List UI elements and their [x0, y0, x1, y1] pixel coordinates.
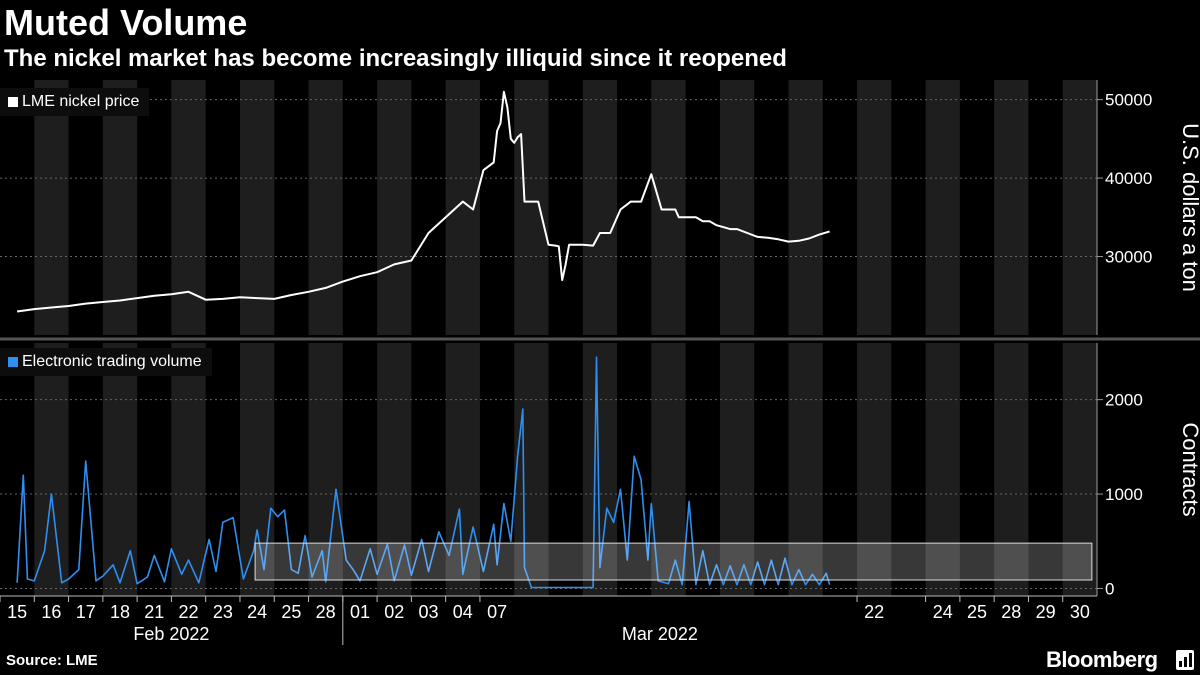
- day-band: [239, 343, 275, 596]
- day-band: [857, 343, 892, 596]
- source-note: Source: LME: [6, 652, 98, 669]
- day-band: [171, 343, 206, 596]
- x-tick-label: 01: [350, 602, 370, 622]
- legend-price-swatch: [8, 97, 18, 107]
- y-tick-label: 30000: [1105, 248, 1152, 267]
- day-band: [651, 80, 686, 335]
- day-band: [239, 80, 275, 335]
- x-tick-label: 22: [179, 602, 199, 622]
- day-band: [102, 80, 138, 335]
- day-band: [719, 343, 755, 596]
- series-layer: [16, 90, 1093, 589]
- day-band: [719, 80, 755, 335]
- y-tick-label: 0: [1105, 579, 1114, 598]
- x-group-label: Mar 2022: [622, 624, 698, 644]
- x-group-label: Feb 2022: [133, 624, 209, 644]
- x-tick-label: 28: [1001, 602, 1021, 622]
- day-band: [514, 80, 549, 335]
- x-tick-label: 29: [1036, 602, 1056, 622]
- legend-price: LME nickel price: [0, 88, 150, 116]
- legend-price-label: LME nickel price: [22, 93, 140, 110]
- legend-volume-label: Electronic trading volume: [22, 353, 202, 370]
- day-band: [788, 80, 823, 335]
- x-tick-label: 28: [316, 602, 336, 622]
- x-tick-label: 23: [213, 602, 233, 622]
- day-band: [308, 80, 343, 335]
- brand-badge-icon: [1176, 650, 1194, 670]
- day-band: [651, 343, 686, 596]
- day-band: [377, 80, 412, 335]
- x-tick-label: 22: [864, 602, 884, 622]
- y-tick-label: 2000: [1105, 391, 1143, 410]
- day-band: [994, 343, 1029, 596]
- x-tick-label: 24: [247, 602, 267, 622]
- x-tick-label: 21: [144, 602, 164, 622]
- legend-volume-swatch: [8, 357, 18, 367]
- y-tick-label: 40000: [1105, 169, 1152, 188]
- x-tick-label: 03: [419, 602, 439, 622]
- day-band: [925, 80, 960, 335]
- nickel-chart: 30000 40000 50000 U.S. dollars a ton 0 1000 20…: [0, 80, 1200, 645]
- x-tick-label: 16: [41, 602, 61, 622]
- day-band: [1062, 80, 1097, 335]
- chart-subtitle: The nickel market has become increasingl…: [4, 45, 787, 72]
- day-band: [377, 343, 412, 596]
- legend-volume: Electronic trading volume: [0, 348, 212, 376]
- day-band: [994, 80, 1029, 335]
- y-axis-title: U.S. dollars a ton: [1178, 123, 1200, 292]
- x-tick-label: 07: [487, 602, 507, 622]
- x-tick-label: 17: [76, 602, 96, 622]
- axes-layer: 30000 40000 50000 U.S. dollars a ton 0 1000 20…: [0, 80, 1200, 645]
- day-band: [857, 80, 892, 335]
- x-tick-label: 18: [110, 602, 130, 622]
- day-band: [445, 80, 480, 335]
- day-band: [34, 80, 69, 335]
- x-tick-label: 30: [1070, 602, 1090, 622]
- x-tick-label: 04: [453, 602, 473, 622]
- day-band: [925, 343, 960, 596]
- x-tick-label: 15: [7, 602, 27, 622]
- highlight-box: [254, 542, 1093, 581]
- chart-title: Muted Volume: [4, 2, 248, 43]
- day-band: [34, 343, 69, 596]
- y-tick-label: 50000: [1105, 91, 1152, 110]
- x-tick-label: 02: [384, 602, 404, 622]
- day-band: [514, 343, 549, 596]
- brand-logo: Bloomberg: [1046, 647, 1158, 672]
- x-tick-label: 25: [967, 602, 987, 622]
- price-line: [16, 90, 830, 313]
- day-band: [582, 80, 618, 335]
- day-band: [788, 343, 823, 596]
- day-bands: [34, 80, 1097, 596]
- day-band: [1062, 343, 1097, 596]
- y-axis-title: Contracts: [1178, 422, 1200, 516]
- day-band: [445, 343, 480, 596]
- x-tick-label: 25: [281, 602, 301, 622]
- day-band: [308, 343, 343, 596]
- y-tick-label: 1000: [1105, 485, 1143, 504]
- x-tick-label: 24: [933, 602, 953, 622]
